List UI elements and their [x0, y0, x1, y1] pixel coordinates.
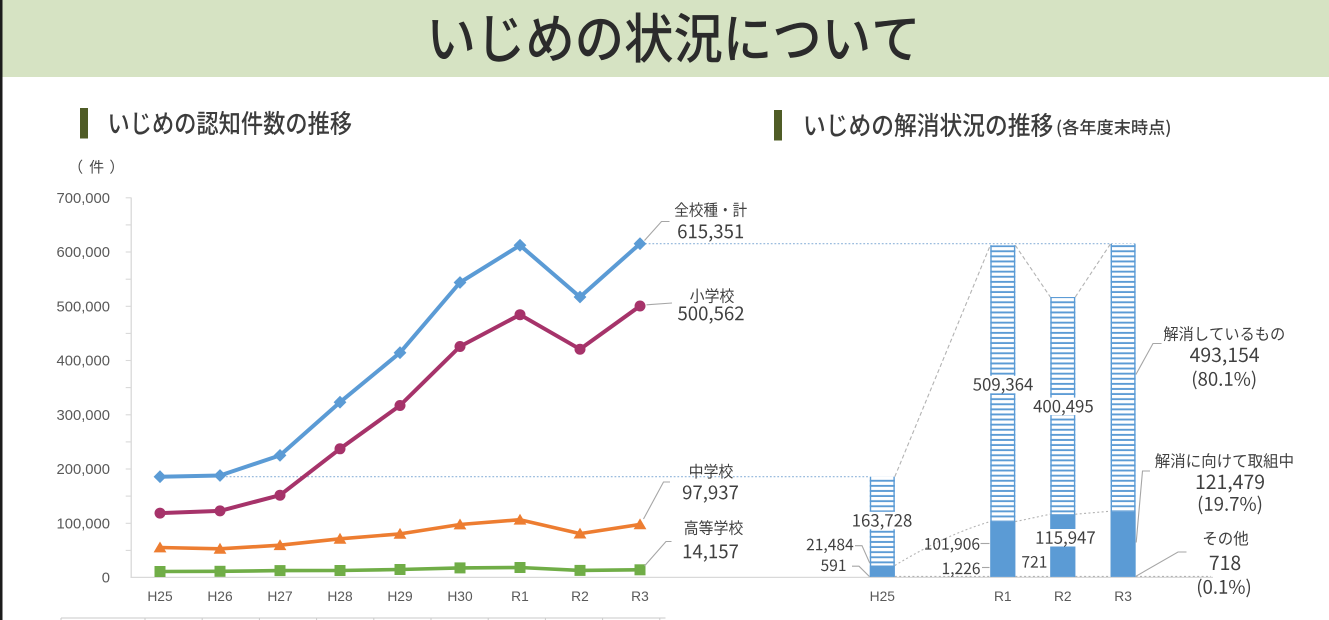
svg-text:R1: R1	[511, 589, 529, 604]
svg-text:400,000: 400,000	[57, 354, 111, 370]
svg-text:100,000: 100,000	[57, 517, 111, 533]
svg-text:R1: R1	[994, 589, 1012, 604]
svg-text:200,000: 200,000	[57, 462, 111, 478]
svg-text:0: 0	[102, 571, 110, 587]
svg-text:R2: R2	[1054, 589, 1072, 604]
svg-text:R2: R2	[571, 589, 589, 604]
svg-text:R3: R3	[1114, 589, 1132, 604]
svg-text:600,000: 600,000	[57, 245, 111, 261]
svg-text:H26: H26	[207, 589, 233, 604]
svg-text:700,000: 700,000	[57, 191, 111, 207]
svg-text:H28: H28	[327, 589, 353, 604]
svg-text:R3: R3	[631, 589, 649, 604]
svg-text:H27: H27	[267, 589, 292, 604]
svg-text:H25: H25	[870, 589, 896, 604]
svg-text:300,000: 300,000	[57, 408, 111, 424]
svg-text:H25: H25	[147, 589, 173, 604]
svg-text:500,000: 500,000	[57, 300, 111, 316]
svg-text:H29: H29	[387, 589, 413, 604]
svg-text:H30: H30	[447, 589, 473, 604]
